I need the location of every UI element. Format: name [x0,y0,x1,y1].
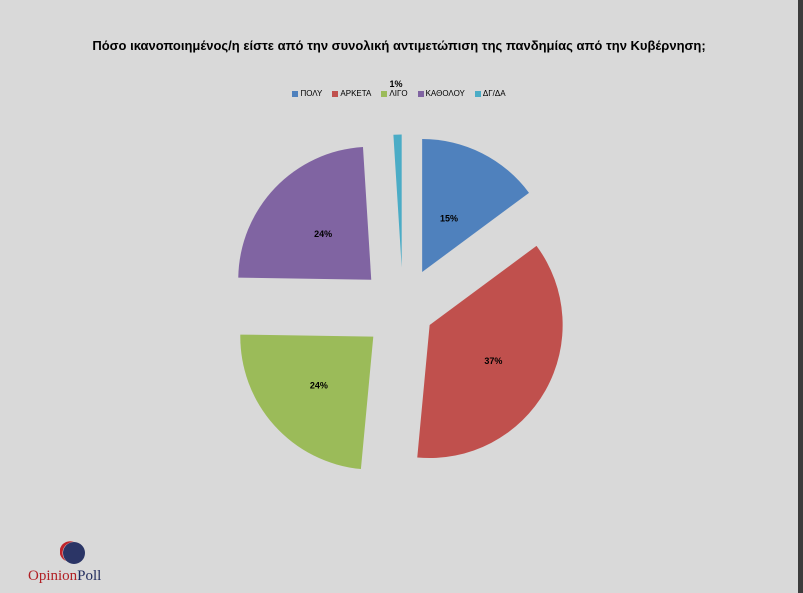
chart-legend: ΠΟΛΥ ΑΡΚΕΤΑ ΛΙΓΟ ΚΑΘΟΛΟΥ ΔΓ/ΔΑ [0,89,798,98]
logo-text-opinion: Opinion [28,568,78,584]
logo-wordmark: OpinionPoll [28,568,101,585]
legend-item-dg-da: ΔΓ/ΔΑ [474,89,506,98]
legend-item-arketa: ΑΡΚΕΤΑ [332,89,371,98]
data-label-0: 15% [440,214,458,224]
legend-item-katholou: ΚΑΘΟΛΟΥ [417,89,465,98]
opinionpoll-logo: OpinionPoll [28,538,118,588]
data-label-3: 24% [314,229,332,239]
legend-swatch [474,90,481,97]
pie-slice-0 [422,138,530,272]
data-label-1: 37% [484,356,502,366]
legend-item-poly: ΠΟΛΥ [292,89,322,98]
legend-label: ΔΓ/ΔΑ [482,89,506,98]
window-edge [798,0,803,593]
legend-swatch [292,90,299,97]
logo-globe-icon [60,541,85,564]
pie-slice-3 [238,146,372,280]
legend-label: ΑΡΚΕΤΑ [340,89,372,98]
legend-label: ΛΙΓΟ [389,89,408,98]
data-label-4: 1% [389,79,402,89]
logo-text-poll: Poll [77,568,102,584]
legend-swatch [332,90,339,97]
legend-swatch [381,90,388,97]
legend-label: ΚΑΘΟΛΟΥ [425,89,465,98]
legend-label: ΠΟΛΥ [300,89,323,98]
legend-swatch [417,90,424,97]
data-label-2: 24% [310,380,328,390]
legend-item-ligo: ΛΙΓΟ [381,89,408,98]
pie-slice-2 [240,334,374,470]
pie-slice-4 [393,134,402,268]
pie-slice-1 [417,245,563,459]
chart-title: Πόσο ικανοποιημένος/η είστε από την συνο… [92,38,706,53]
